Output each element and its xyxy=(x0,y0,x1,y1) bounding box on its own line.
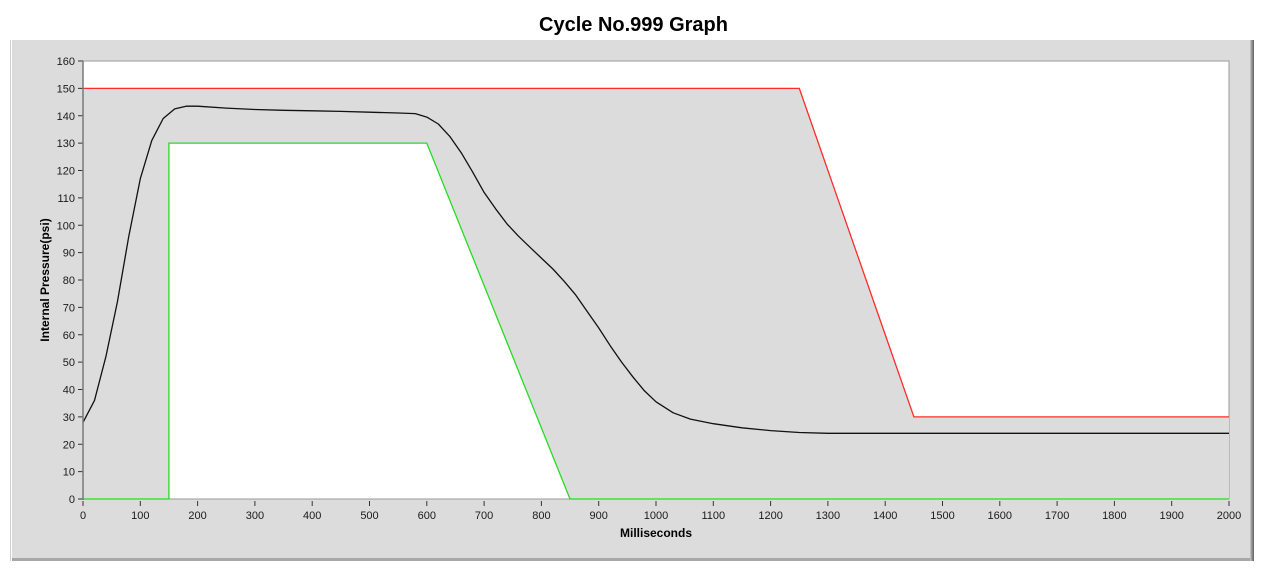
y-tick-label: 130 xyxy=(57,138,75,150)
chart-title: Cycle No.999 Graph xyxy=(539,14,728,36)
x-tick-label: 1900 xyxy=(1159,510,1183,522)
y-tick-label: 0 xyxy=(69,494,75,506)
upper-limit-line xyxy=(83,87,1229,418)
x-tick-label: 900 xyxy=(590,510,608,522)
tolerance-envelope-fill xyxy=(83,88,1229,500)
x-tick-label: 1700 xyxy=(1045,510,1069,522)
y-tick-label: 150 xyxy=(57,83,75,95)
x-tick-label: 600 xyxy=(418,510,436,522)
x-tick-label: 300 xyxy=(246,510,264,522)
y-tick-label: 120 xyxy=(57,166,75,178)
x-tick-label: 1100 xyxy=(701,510,725,522)
y-tick-label: 90 xyxy=(63,248,75,260)
x-tick-label: 800 xyxy=(532,510,550,522)
y-tick-label: 80 xyxy=(63,275,75,287)
x-tick-label: 1600 xyxy=(988,510,1012,522)
x-tick-label: 200 xyxy=(188,510,206,522)
y-tick-label: 20 xyxy=(63,439,75,451)
y-tick-label: 140 xyxy=(57,111,75,123)
y-tick-label: 30 xyxy=(63,412,75,424)
y-tick-label: 10 xyxy=(63,467,75,479)
panel-scroll-edge xyxy=(1250,40,1254,561)
y-tick-label: 160 xyxy=(57,56,75,68)
y-tick-label: 40 xyxy=(63,385,75,397)
x-tick-label: 400 xyxy=(303,510,321,522)
x-tick-label: 1500 xyxy=(930,510,954,522)
y-axis: 0 10 20 30 40 50 60 70 80 90 100 110 120 130 140 150 160 xyxy=(57,56,83,506)
x-tick-label: 1400 xyxy=(873,510,897,522)
y-tick-label: 110 xyxy=(57,193,75,205)
pressure-trace-line xyxy=(82,105,1229,434)
y-tick-label: 100 xyxy=(57,220,75,232)
x-axis-title: Milliseconds xyxy=(620,526,692,540)
y-tick-label: 70 xyxy=(63,302,75,314)
lower-limit-line xyxy=(83,142,1229,500)
x-tick-label: 500 xyxy=(360,510,378,522)
x-tick-label: 1300 xyxy=(816,510,840,522)
y-tick-label: 50 xyxy=(63,357,75,369)
panel-left-border xyxy=(10,40,11,561)
x-tick-label: 700 xyxy=(475,510,493,522)
x-axis: 0 100 200 300 400 500 600 700 800 900 1000 1100 1200… xyxy=(80,501,1241,522)
x-tick-label: 2000 xyxy=(1217,510,1241,522)
x-tick-label: 1800 xyxy=(1102,510,1126,522)
x-tick-label: 0 xyxy=(80,510,86,522)
x-tick-label: 100 xyxy=(131,510,149,522)
y-axis-title: Internal Pressure(psi) xyxy=(38,218,52,341)
x-tick-label: 1200 xyxy=(758,510,782,522)
x-tick-label: 1000 xyxy=(644,510,668,522)
y-tick-label: 60 xyxy=(63,330,75,342)
